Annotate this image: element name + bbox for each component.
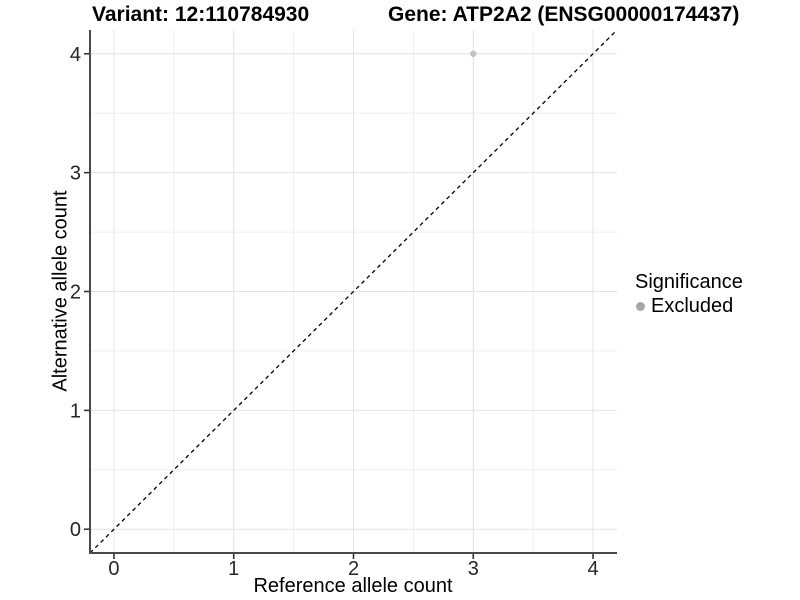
legend: Significance Excluded (635, 271, 743, 318)
y-tick-label: 1 (70, 400, 81, 422)
y-tick-label: 2 (70, 282, 81, 304)
y-tick-label: 3 (70, 163, 81, 185)
x-tick-label: 0 (108, 558, 119, 580)
data-point (470, 50, 477, 57)
x-tick-label: 1 (228, 558, 239, 580)
y-axis-title: Alternative allele count (49, 190, 72, 392)
x-tick-label: 4 (587, 558, 598, 580)
x-tick-label: 2 (348, 558, 359, 580)
legend-entry-label: Excluded (651, 295, 734, 317)
excluded-point-icon (636, 302, 645, 311)
x-axis-title: Reference allele count (253, 575, 453, 597)
plot-title-gene: Gene: ATP2A2 (ENSG00000174437) (388, 3, 740, 26)
y-tick-label: 0 (70, 519, 81, 541)
legend-title: Significance (635, 271, 743, 293)
plot-title-variant: Variant: 12:110784930 (92, 3, 310, 26)
x-tick-label: 3 (468, 558, 479, 580)
identity-dashed-line (89, 29, 618, 554)
y-tick-label: 4 (70, 44, 81, 66)
legend-entry-excluded: Excluded (636, 295, 743, 318)
